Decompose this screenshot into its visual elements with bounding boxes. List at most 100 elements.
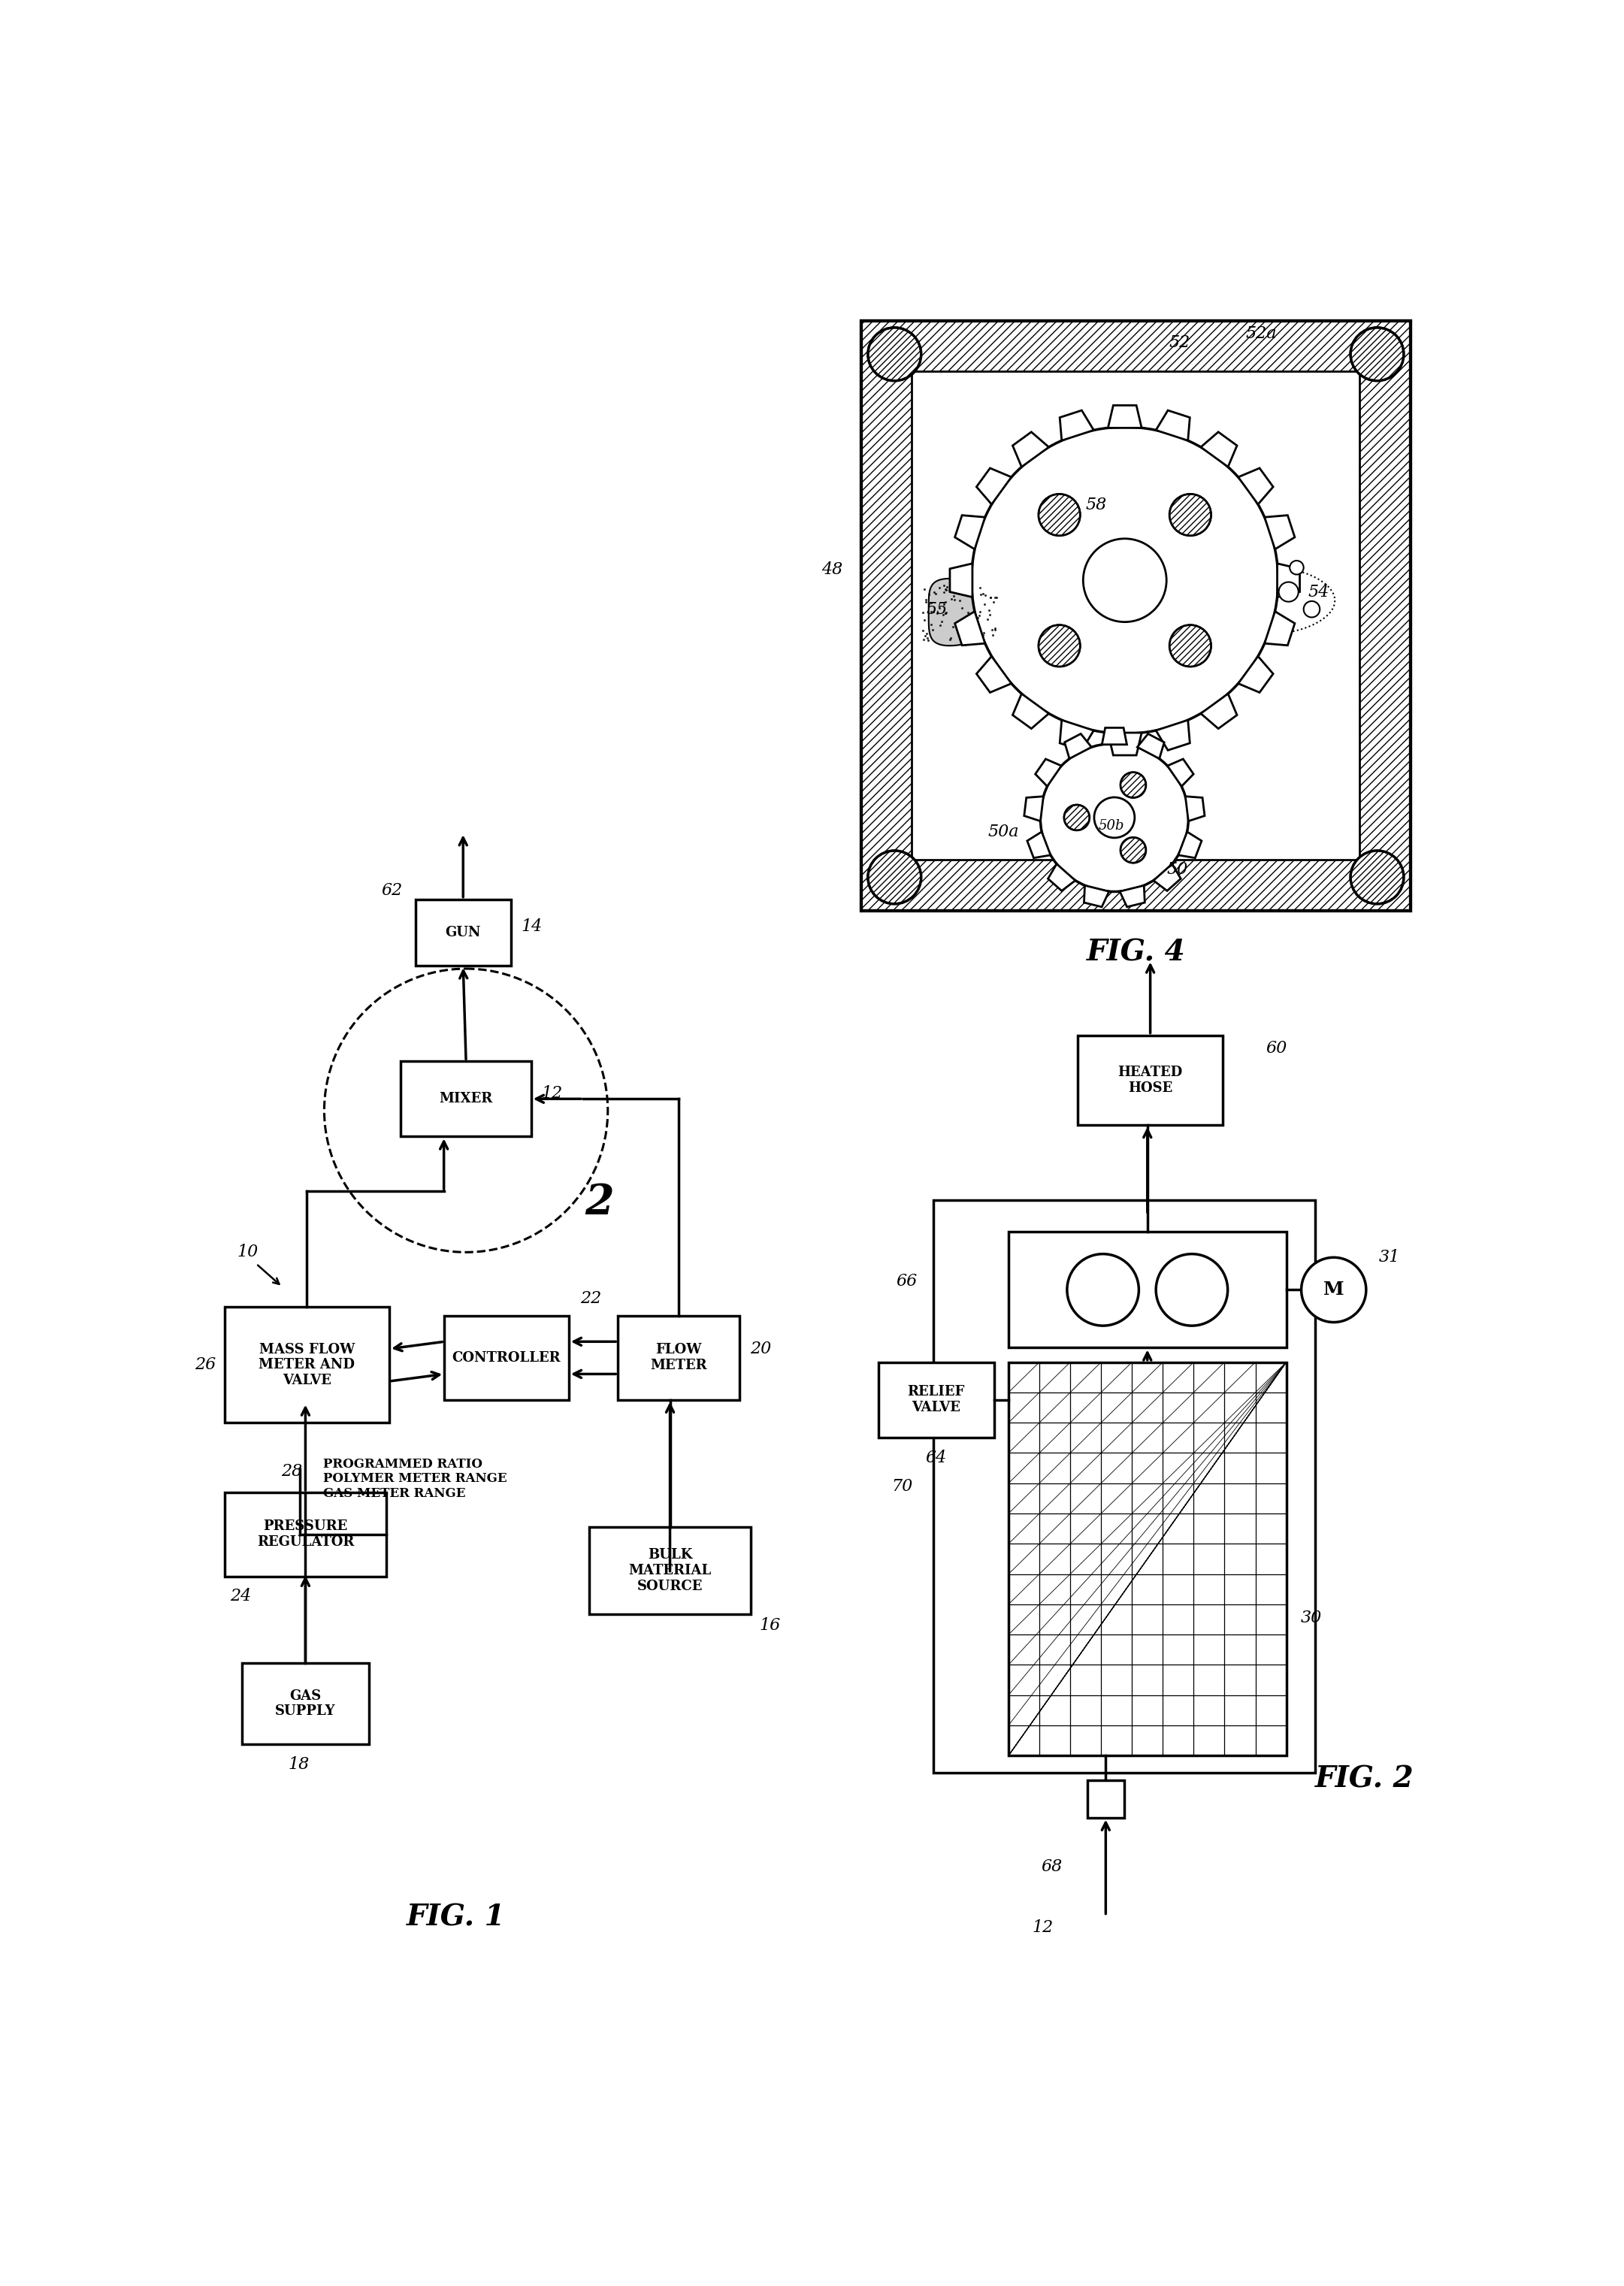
Polygon shape — [1186, 796, 1205, 821]
Polygon shape — [1168, 759, 1194, 786]
Text: 10: 10 — [237, 1244, 258, 1260]
Circle shape — [1121, 773, 1147, 798]
Text: 20: 20 — [750, 1342, 771, 1358]
Bar — [879, 1362, 994, 1438]
Circle shape — [1351, 850, 1403, 903]
Polygon shape — [1156, 720, 1190, 750]
Text: 58: 58 — [1085, 496, 1106, 514]
Polygon shape — [1013, 693, 1049, 729]
Polygon shape — [1060, 411, 1093, 441]
Polygon shape — [1060, 720, 1093, 750]
Text: PRESSURE
REGULATOR: PRESSURE REGULATOR — [257, 1520, 354, 1550]
Polygon shape — [1108, 405, 1142, 427]
Text: 54: 54 — [1307, 583, 1330, 601]
Circle shape — [971, 427, 1278, 734]
Bar — [590, 1527, 750, 1614]
Text: 52a: 52a — [1246, 325, 1276, 341]
Circle shape — [1083, 539, 1166, 622]
Text: 55: 55 — [926, 601, 947, 617]
Text: 28: 28 — [281, 1463, 302, 1479]
Circle shape — [1156, 1255, 1228, 1326]
Bar — [224, 1308, 390, 1422]
Text: 50b: 50b — [1098, 818, 1124, 832]
Bar — [1009, 1362, 1286, 1756]
Bar — [861, 320, 1411, 910]
Text: 30: 30 — [1301, 1609, 1322, 1625]
Circle shape — [1095, 798, 1135, 837]
Bar — [242, 1662, 369, 1744]
Polygon shape — [976, 469, 1012, 505]
Text: FLOW
METER: FLOW METER — [650, 1344, 706, 1372]
Polygon shape — [1200, 693, 1237, 729]
Text: GAS
SUPPLY: GAS SUPPLY — [274, 1689, 336, 1719]
Polygon shape — [1121, 885, 1145, 908]
Text: 50a: 50a — [987, 823, 1018, 841]
Circle shape — [1351, 327, 1403, 382]
Text: RELIEF
VALVE: RELIEF VALVE — [908, 1385, 965, 1415]
Text: 31: 31 — [1379, 1248, 1400, 1266]
Text: 2: 2 — [585, 1182, 614, 1223]
Bar — [224, 1493, 387, 1577]
Text: FIG. 2: FIG. 2 — [1315, 1765, 1415, 1792]
Polygon shape — [1265, 610, 1294, 645]
Bar — [401, 1061, 531, 1136]
Bar — [617, 1317, 739, 1399]
Text: 66: 66 — [896, 1273, 918, 1289]
Text: 12: 12 — [541, 1086, 564, 1102]
Text: 60: 60 — [1267, 1040, 1288, 1056]
Text: M: M — [1324, 1280, 1345, 1298]
Text: FIG. 4: FIG. 4 — [1086, 937, 1186, 967]
Polygon shape — [1276, 562, 1299, 597]
Polygon shape — [1065, 734, 1091, 759]
Circle shape — [1304, 601, 1320, 617]
Text: MIXER: MIXER — [438, 1093, 492, 1106]
Bar — [861, 320, 1411, 910]
Text: PROGRAMMED RATIO
POLYMER METER RANGE
GAS METER RANGE: PROGRAMMED RATIO POLYMER METER RANGE GAS… — [323, 1458, 507, 1500]
Polygon shape — [976, 656, 1012, 693]
Bar — [1086, 1781, 1124, 1817]
Polygon shape — [1047, 864, 1075, 892]
Text: 22: 22 — [580, 1289, 601, 1308]
Text: 24: 24 — [231, 1589, 252, 1605]
Text: 50: 50 — [1166, 862, 1187, 878]
Text: 14: 14 — [521, 919, 542, 935]
Bar — [1009, 1232, 1286, 1349]
Polygon shape — [1237, 469, 1273, 505]
Polygon shape — [1034, 759, 1062, 786]
Text: GUN: GUN — [445, 926, 481, 940]
Bar — [416, 898, 512, 965]
Bar — [934, 1200, 1315, 1774]
Polygon shape — [955, 514, 986, 549]
Polygon shape — [1179, 832, 1202, 857]
Polygon shape — [1200, 432, 1237, 466]
Text: BULK
MATERIAL
SOURCE: BULK MATERIAL SOURCE — [628, 1548, 711, 1593]
Text: CONTROLLER: CONTROLLER — [451, 1351, 560, 1365]
Bar — [1078, 1036, 1223, 1125]
Bar — [445, 1317, 568, 1399]
Circle shape — [1169, 624, 1212, 668]
Circle shape — [1301, 1257, 1366, 1321]
Text: 48: 48 — [822, 560, 843, 578]
Polygon shape — [1237, 656, 1273, 693]
Text: 62: 62 — [382, 882, 403, 898]
Polygon shape — [955, 610, 986, 645]
Polygon shape — [929, 578, 1012, 645]
Polygon shape — [1265, 514, 1294, 549]
Text: HEATED
HOSE: HEATED HOSE — [1117, 1065, 1182, 1095]
Circle shape — [1067, 1255, 1138, 1326]
Text: 26: 26 — [195, 1358, 216, 1374]
Polygon shape — [950, 562, 973, 597]
Text: 18: 18 — [287, 1756, 309, 1772]
Text: 52: 52 — [1169, 334, 1190, 350]
Text: FIG. 1: FIG. 1 — [406, 1904, 505, 1932]
Polygon shape — [1025, 796, 1044, 821]
Polygon shape — [1153, 864, 1181, 892]
Polygon shape — [1103, 727, 1127, 745]
Circle shape — [1289, 560, 1304, 574]
Polygon shape — [1108, 734, 1142, 754]
Circle shape — [867, 850, 921, 903]
Polygon shape — [1137, 734, 1164, 759]
Text: 70: 70 — [892, 1479, 913, 1495]
Circle shape — [867, 327, 921, 382]
Text: 12: 12 — [1033, 1920, 1054, 1936]
